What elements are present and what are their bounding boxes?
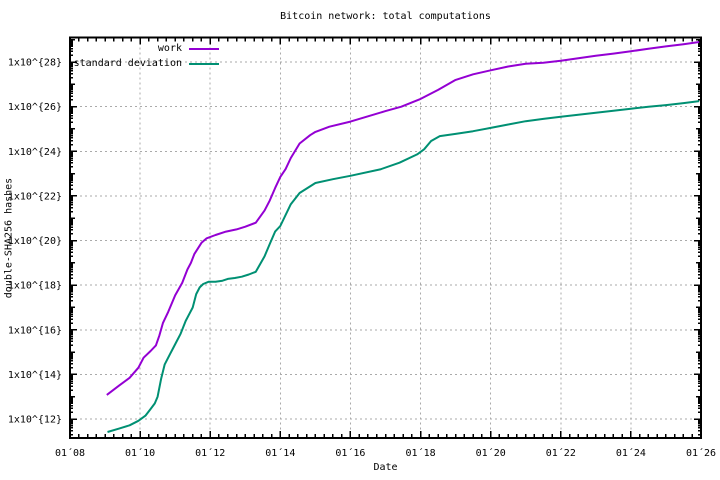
x-tick-label: 01´08	[55, 447, 85, 459]
y-tick-label: 1x10^{14}	[8, 370, 62, 381]
legend: work standard deviation	[30, 41, 219, 71]
legend-line-sample-work	[189, 47, 219, 50]
x-tick-label: 01´22	[546, 447, 576, 459]
series-lines	[106, 41, 700, 433]
y-tick-label: 1x10^{20}	[8, 236, 62, 247]
legend-label-work: work	[157, 43, 182, 54]
series-line-standard-deviation	[107, 100, 700, 433]
x-tick-label: 01´20	[476, 447, 506, 459]
y-axis-title: double-SHA256 hashes	[3, 177, 15, 299]
x-tick-label: 01´26	[686, 447, 716, 459]
x-axis-title: Date	[373, 462, 398, 473]
legend-entry-standard-deviation: standard deviation	[30, 56, 219, 71]
x-tick-label: 01´24	[616, 447, 646, 459]
legend-entry-work: work	[30, 41, 219, 56]
series-line-work	[106, 41, 700, 396]
legend-label-standard-deviation: standard deviation	[73, 58, 182, 69]
x-tick-label: 01´10	[125, 447, 155, 459]
x-tick-label: 01´12	[195, 447, 225, 459]
y-tick-label: 1x10^{18}	[8, 281, 62, 292]
axis-ticks	[69, 37, 702, 438]
chart-title: Bitcoin network: total computations	[280, 11, 491, 22]
y-tick-label: 1x10^{24}	[8, 147, 62, 158]
grid-lines	[70, 37, 701, 438]
y-tick-label: 1x10^{26}	[8, 102, 62, 113]
legend-line-sample-standard-deviation	[189, 62, 219, 65]
x-tick-label: 01´14	[265, 447, 295, 459]
x-tick-label: 01´16	[335, 447, 365, 459]
tick-labels: 1x10^{12} 1x10^{14} 1x10^{16} 1x10^{18} 1x10…	[8, 58, 716, 460]
y-tick-label: 1x10^{12}	[8, 415, 62, 426]
y-tick-label: 1x10^{16}	[8, 325, 62, 336]
y-tick-label: 1x10^{22}	[8, 191, 62, 202]
x-tick-label: 01´18	[406, 447, 436, 459]
y-tick-label: 1x10^{28}	[8, 58, 62, 69]
